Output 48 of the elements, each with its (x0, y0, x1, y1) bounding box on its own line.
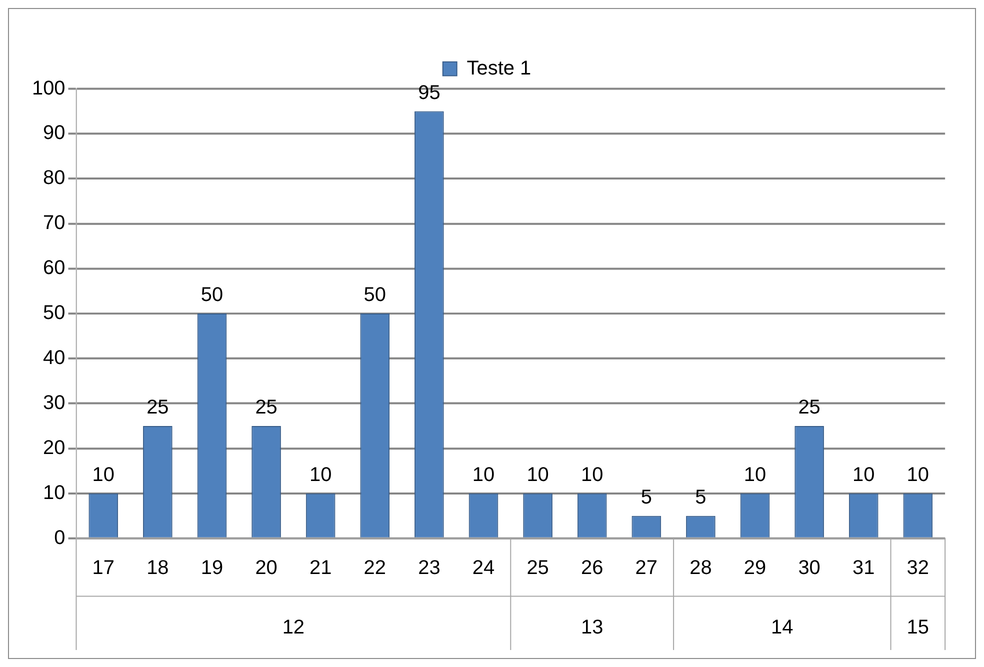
data-label: 5 (640, 486, 652, 508)
data-label: 25 (798, 396, 820, 419)
y-tick-label: 20 (43, 436, 66, 459)
x-tick-label: 32 (906, 556, 930, 579)
text: 13 (581, 616, 604, 639)
data-label: 50 (200, 284, 224, 306)
y-tick-label: 80 (43, 167, 66, 190)
y-tick-label: 10 (43, 482, 66, 504)
x-tick-label: 17 (92, 556, 114, 579)
y-tick-label: 30 (43, 392, 66, 414)
data-label: 25 (255, 396, 278, 419)
data-label: 25 (146, 396, 169, 419)
x-tick-label: 28 (690, 556, 712, 579)
text: 12 (282, 616, 305, 639)
x-tick-label: 22 (364, 556, 386, 579)
x-tick-label: 27 (635, 556, 658, 579)
y-tick-label: 90 (43, 122, 66, 144)
y-tick-label: 100 (32, 77, 66, 100)
x-tick-label: 18 (146, 556, 169, 579)
x-tick-label: 21 (309, 556, 332, 579)
x-tick-label: 25 (526, 556, 549, 579)
y-tick-label: 40 (43, 347, 66, 370)
y-tick-label: 50 (43, 302, 66, 324)
data-label: 10 (581, 464, 604, 486)
data-label: 10 (92, 464, 114, 486)
x-tick-label: 29 (744, 556, 766, 579)
x-tick-label: 19 (200, 556, 224, 579)
x-tick-label: 31 (852, 556, 875, 579)
y-tick-label: 60 (43, 257, 66, 280)
data-label: 10 (472, 464, 495, 486)
x-tick-label: 30 (798, 556, 820, 579)
data-label: 10 (906, 464, 930, 486)
y-tick-label: 70 (43, 212, 66, 234)
data-label: 5 (695, 486, 706, 508)
data-label: 10 (744, 464, 766, 486)
data-label: 10 (309, 464, 332, 486)
data-label: 10 (852, 464, 875, 486)
data-label: 95 (418, 82, 440, 104)
legend-label: Teste 1 (466, 57, 532, 80)
text: 15 (906, 616, 930, 639)
text: 14 (771, 616, 794, 639)
x-tick-label: 23 (418, 556, 440, 579)
data-label: 50 (364, 284, 386, 306)
y-tick-label: 0 (54, 526, 66, 549)
data-label: 10 (526, 464, 549, 486)
x-tick-label: 26 (581, 556, 604, 579)
x-tick-label: 24 (472, 556, 495, 579)
x-tick-label: 20 (255, 556, 278, 579)
